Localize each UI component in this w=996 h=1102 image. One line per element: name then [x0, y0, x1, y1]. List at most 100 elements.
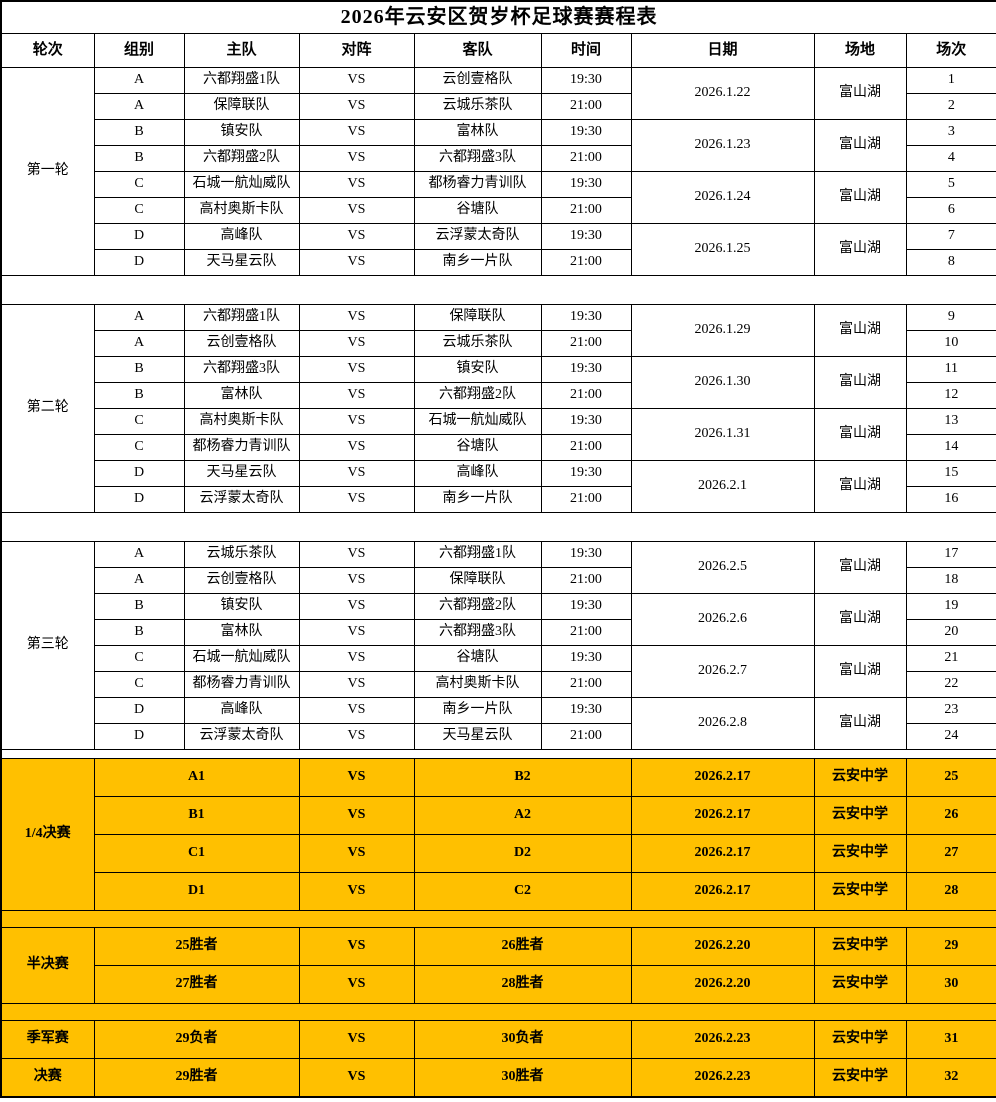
venue-cell: 云安中学 [813, 796, 907, 835]
date-cell: 2026.1.30 [630, 356, 815, 409]
home-team-cell: 富林队 [183, 619, 300, 646]
group-cell: B [93, 619, 185, 646]
away-team-cell: 谷塘队 [413, 197, 542, 224]
venue-cell: 富山湖 [813, 408, 907, 461]
away-team-cell: 六都翔盛3队 [413, 619, 542, 646]
time-cell: 19:30 [540, 593, 632, 620]
time-cell: 19:30 [540, 697, 632, 724]
match-no-cell: 28 [905, 872, 996, 911]
time-cell: 19:30 [540, 541, 632, 568]
match-no-cell: 2 [905, 93, 996, 120]
venue-cell: 富山湖 [813, 593, 907, 646]
knockout-match-row: 季军赛 29负者 VS 30负者 2026.2.23 云安中学 31 [0, 1020, 996, 1059]
away-team-cell: 保障联队 [413, 567, 542, 594]
title-row: 2026年云安区贺岁杯足球赛赛程表 [0, 0, 996, 34]
round-separator [1, 512, 996, 542]
group-cell: D [93, 723, 185, 750]
match-no-cell: 9 [905, 304, 996, 331]
match-no-cell: 4 [905, 145, 996, 172]
group-cell: B [93, 593, 185, 620]
match-no-cell: 20 [905, 619, 996, 646]
away-team-cell: 30负者 [413, 1020, 632, 1059]
away-team-cell: 谷塘队 [413, 434, 542, 461]
match-row: A 保障联队 VS 云城乐茶队 21:00 2 [1, 93, 996, 120]
column-header-venue: 场地 [813, 33, 907, 68]
vs-cell: VS [298, 486, 415, 513]
venue-cell: 云安中学 [813, 1020, 907, 1059]
vs-cell: VS [298, 541, 415, 568]
vs-cell: VS [298, 67, 415, 94]
match-row: D 高峰队 VS 南乡一片队 19:30 2026.2.8 富山湖 23 [1, 697, 996, 750]
stage-separator [1, 1003, 996, 1021]
vs-cell: VS [298, 927, 415, 966]
date-cell: 2026.2.17 [630, 834, 815, 873]
match-no-cell: 10 [905, 330, 996, 357]
vs-cell: VS [298, 834, 415, 873]
time-cell: 21:00 [540, 197, 632, 224]
date-cell: 2026.1.23 [630, 119, 815, 172]
group-cell: C [93, 671, 185, 698]
match-row: D 云浮蒙太奇队 VS 南乡一片队 21:00 16 [1, 486, 996, 513]
column-header-matchno: 场次 [905, 33, 996, 68]
time-cell: 21:00 [540, 723, 632, 750]
away-team-cell: 六都翔盛3队 [413, 145, 542, 172]
time-cell: 21:00 [540, 382, 632, 409]
date-cell: 2026.2.5 [630, 541, 815, 594]
venue-cell: 富山湖 [813, 223, 907, 276]
round-label: 第二轮 [0, 304, 95, 513]
vs-cell: VS [298, 796, 415, 835]
match-row: C 都杨睿力青训队 VS 高村奥斯卡队 21:00 22 [1, 671, 996, 698]
venue-cell: 富山湖 [813, 171, 907, 224]
home-team-cell: 云创壹格队 [183, 330, 300, 357]
group-cell: A [93, 330, 185, 357]
round-separator [1, 275, 996, 305]
away-team-cell: 南乡一片队 [413, 249, 542, 276]
vs-cell: VS [298, 145, 415, 172]
time-cell: 19:30 [540, 304, 632, 331]
away-team-cell: 保障联队 [413, 304, 542, 331]
date-cell: 2026.1.25 [630, 223, 815, 276]
away-team-cell: 都杨睿力青训队 [413, 171, 542, 198]
match-no-cell: 13 [905, 408, 996, 435]
match-no-cell: 21 [905, 645, 996, 672]
vs-cell: VS [298, 645, 415, 672]
group-cell: C [93, 408, 185, 435]
group-cell: C [93, 434, 185, 461]
match-no-cell: 25 [905, 758, 996, 797]
match-no-cell: 15 [905, 460, 996, 487]
date-cell: 2026.2.17 [630, 758, 815, 797]
home-team-cell: 云创壹格队 [183, 567, 300, 594]
round-label: 第一轮 [0, 67, 95, 276]
home-team-cell: 高峰队 [183, 223, 300, 250]
vs-cell: VS [298, 567, 415, 594]
away-team-cell: 高峰队 [413, 460, 542, 487]
knockout-match-row: 半决赛 25胜者 VS 26胜者 2026.2.20 云安中学 29 [0, 927, 996, 1004]
home-team-cell: 云城乐茶队 [183, 541, 300, 568]
venue-cell: 云安中学 [813, 758, 907, 797]
home-team-cell: 29负者 [93, 1020, 300, 1059]
home-team-cell: 天马星云队 [183, 249, 300, 276]
venue-cell: 云安中学 [813, 834, 907, 873]
knockout-match-row: B1 VS A2 2026.2.17 云安中学 26 [1, 796, 996, 835]
home-team-cell: 天马星云队 [183, 460, 300, 487]
date-cell: 2026.1.24 [630, 171, 815, 224]
date-cell: 2026.2.20 [630, 965, 815, 1004]
match-no-cell: 19 [905, 593, 996, 620]
group-cell: A [93, 567, 185, 594]
match-no-cell: 11 [905, 356, 996, 383]
vs-cell: VS [298, 619, 415, 646]
date-cell: 2026.2.1 [630, 460, 815, 513]
match-no-cell: 3 [905, 119, 996, 146]
venue-cell: 富山湖 [813, 304, 907, 357]
match-row: B 镇安队 VS 六都翔盛2队 19:30 2026.2.6 富山湖 19 [1, 593, 996, 646]
home-team-cell: B1 [93, 796, 300, 835]
time-cell: 21:00 [540, 93, 632, 120]
time-cell: 19:30 [540, 171, 632, 198]
vs-cell: VS [298, 593, 415, 620]
match-row: B 六都翔盛3队 VS 镇安队 19:30 2026.1.30 富山湖 11 [1, 356, 996, 409]
vs-cell: VS [298, 697, 415, 724]
away-team-cell: 石城一航灿威队 [413, 408, 542, 435]
match-row: 第三轮 A 云城乐茶队 VS 六都翔盛1队 19:30 2026.2.5 富山湖 17 [0, 541, 996, 750]
